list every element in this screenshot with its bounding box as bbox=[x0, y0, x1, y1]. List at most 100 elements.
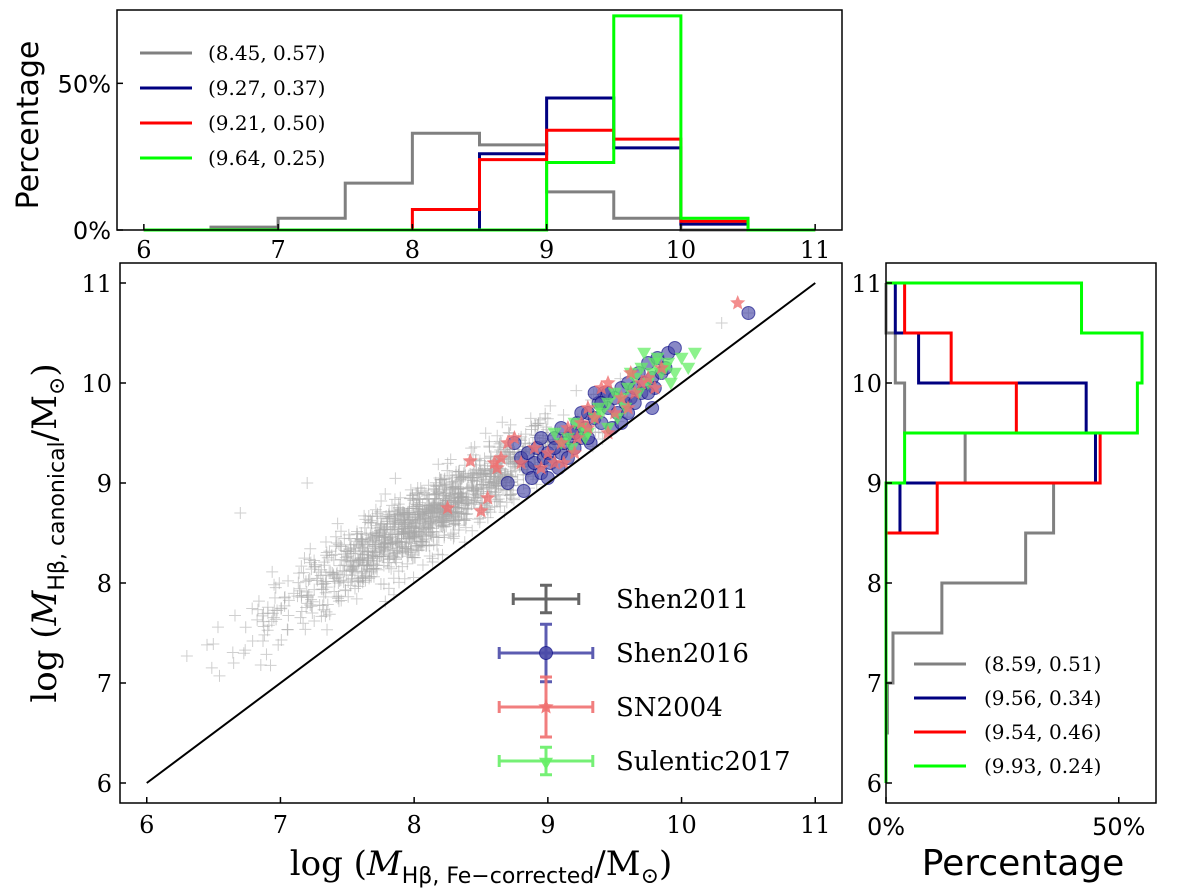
shen2011-point bbox=[227, 657, 240, 669]
shen2011-point bbox=[570, 384, 583, 397]
shen2011-point bbox=[299, 623, 312, 636]
shen2011-point bbox=[352, 554, 365, 567]
shen2011-point bbox=[292, 576, 305, 589]
right-histogram-panel: 0% 50% 6 7 8 9 10 11 Percentage (8.59, 0.51) (9.… bbox=[851, 262, 1157, 884]
sn2004-point bbox=[730, 295, 746, 310]
shen2011-point bbox=[281, 623, 294, 636]
one-to-one-line bbox=[146, 282, 816, 784]
shen2011-point bbox=[416, 558, 429, 571]
sulentic2017-point bbox=[637, 347, 652, 360]
shen2011-point bbox=[539, 407, 552, 420]
shen2011-point bbox=[418, 523, 431, 536]
shen2011-point bbox=[268, 578, 281, 591]
top-xtick-label: 11 bbox=[800, 236, 831, 264]
sn2004-point bbox=[473, 503, 489, 518]
shen2011-point bbox=[395, 536, 408, 549]
right-histogram-ticks: 0% 50% 6 7 8 9 10 11 bbox=[851, 270, 1145, 841]
shen2011-point bbox=[468, 440, 481, 453]
shen2011-point bbox=[410, 525, 423, 538]
shen2011-point bbox=[374, 578, 387, 591]
shen2011-point bbox=[332, 592, 345, 605]
shen2011-point bbox=[403, 530, 416, 543]
legend-marker-shen2016 bbox=[539, 646, 553, 660]
sulentic2017-point bbox=[663, 377, 678, 390]
shen2011-point bbox=[320, 549, 333, 562]
shen2011-point bbox=[483, 440, 496, 453]
legend-entry-shen2016: Shen2016 bbox=[497, 622, 749, 684]
legend-marker-sulentic2017 bbox=[539, 757, 553, 770]
shen2011-point bbox=[434, 519, 447, 532]
right-ytick-label: 11 bbox=[851, 270, 882, 298]
shen2011-point bbox=[345, 562, 358, 575]
sn2004-point bbox=[587, 410, 603, 425]
shen2011-point bbox=[359, 513, 372, 526]
sn2004-point bbox=[613, 390, 629, 405]
top-xtick-label: 7 bbox=[270, 236, 285, 264]
shen2011-point bbox=[416, 533, 429, 546]
shen2011-point bbox=[180, 650, 193, 662]
shen2011-point bbox=[375, 548, 388, 561]
shen2011-point bbox=[416, 529, 429, 542]
shen2011-point bbox=[319, 536, 332, 549]
main-xtick-label: 7 bbox=[273, 811, 288, 839]
shen2011-point bbox=[257, 620, 270, 633]
shen2011-point bbox=[205, 661, 218, 674]
xlabel-prefix: log ( bbox=[290, 844, 367, 884]
sulentic2017-point bbox=[650, 352, 665, 365]
shen2011-point bbox=[469, 494, 482, 507]
shen2011-point bbox=[388, 550, 401, 563]
legend-marker-sn2004 bbox=[538, 699, 554, 714]
shen2011-point bbox=[335, 594, 348, 607]
shen2011-point bbox=[320, 546, 333, 559]
shen2011-point bbox=[300, 601, 313, 614]
top-legend-label-sn2004: (9.21, 0.50) bbox=[208, 111, 325, 135]
shen2011-point bbox=[407, 494, 420, 507]
shen2011-point bbox=[413, 492, 426, 505]
right-xtick-label: 50% bbox=[1092, 813, 1145, 841]
legend-entry-shen2011: Shen2011 bbox=[511, 583, 749, 615]
shen2011-point bbox=[315, 563, 328, 576]
shen2011-point bbox=[496, 416, 509, 429]
shen2011-point bbox=[411, 510, 424, 523]
shen2011-point bbox=[533, 413, 546, 426]
shen2011-point bbox=[431, 511, 444, 524]
legend-label-sulentic2017: Sulentic2017 bbox=[616, 747, 791, 777]
shen2011-point bbox=[424, 515, 437, 528]
shen2011-point bbox=[436, 548, 449, 561]
legend-errorbar-shen2011 bbox=[511, 583, 581, 615]
shen2011-point bbox=[399, 542, 412, 555]
shen2011-point bbox=[385, 499, 398, 512]
sn2004-point bbox=[540, 445, 556, 460]
shen2016-point bbox=[645, 401, 660, 415]
shen2011-point bbox=[254, 658, 267, 671]
shen2011-point bbox=[388, 547, 401, 560]
shen2011-point bbox=[361, 551, 374, 564]
sn2004-point bbox=[653, 360, 670, 375]
shen2011-point bbox=[433, 485, 446, 498]
sn2004-point bbox=[533, 460, 549, 475]
shen2011-point bbox=[478, 462, 491, 475]
legend-entry-sn2004: SN2004 bbox=[497, 675, 723, 739]
main-xtick-label: 6 bbox=[139, 811, 154, 839]
shen2011-point bbox=[541, 412, 554, 425]
shen2011-point bbox=[333, 574, 346, 587]
shen2011-point bbox=[492, 493, 505, 506]
shen2011-point bbox=[211, 621, 224, 634]
shen2011-point bbox=[418, 486, 431, 499]
shen2011-point bbox=[213, 669, 226, 682]
shen2011-point bbox=[459, 497, 472, 510]
shen2011-point bbox=[312, 566, 325, 579]
sulentic2017-point bbox=[674, 352, 689, 365]
shen2011-point bbox=[464, 467, 477, 480]
sn2004-point bbox=[580, 420, 596, 435]
shen2011-point bbox=[260, 648, 273, 661]
shen2011-point bbox=[338, 559, 351, 572]
shen2011-point bbox=[301, 589, 314, 602]
sn2004-point bbox=[493, 450, 509, 465]
shen2011-point bbox=[407, 571, 420, 584]
sulentic2017-point bbox=[645, 367, 660, 380]
ylabel-prefix: log ( bbox=[25, 625, 65, 702]
shen2011-point bbox=[375, 531, 388, 544]
shen2011-point bbox=[356, 576, 369, 589]
